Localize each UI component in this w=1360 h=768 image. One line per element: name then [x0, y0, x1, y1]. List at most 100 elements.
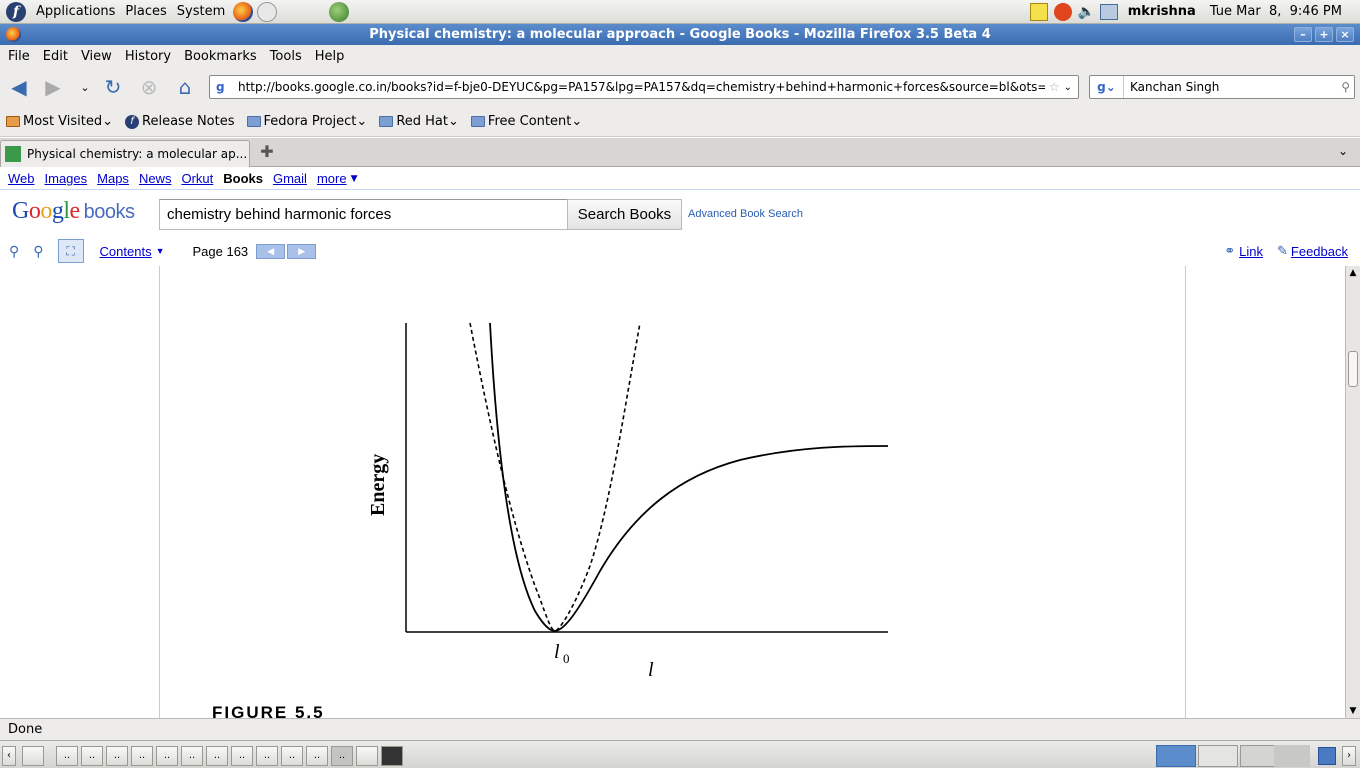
link-icon[interactable]: ⚭: [1224, 243, 1236, 258]
tab-list-icon[interactable]: ⌄: [1338, 144, 1349, 158]
menu-file[interactable]: File: [8, 48, 30, 64]
clock[interactable]: Tue Mar 8, 9:46 PM: [1209, 4, 1342, 19]
bookmark-release-notes[interactable]: f Release Notes: [125, 114, 235, 129]
fullscreen-icon[interactable]: ⛶: [57, 239, 84, 263]
contents-menu[interactable]: Contents: [99, 243, 152, 259]
minimize-button[interactable]: –: [1294, 27, 1312, 42]
url-text[interactable]: http://books.google.co.in/books?id=f-bje…: [238, 80, 1045, 94]
workspace-1[interactable]: [1156, 745, 1196, 767]
url-bar[interactable]: g http://books.google.co.in/books?id=f-b…: [209, 75, 1079, 99]
gbar-web[interactable]: Web: [8, 171, 35, 186]
clock-launcher-icon[interactable]: [257, 1, 278, 22]
gbar-books-current: Books: [223, 171, 263, 186]
workspace-2[interactable]: [1198, 745, 1238, 767]
gbar-more[interactable]: more: [316, 171, 347, 186]
l0-label: l: [554, 641, 560, 663]
maximize-button[interactable]: +: [1315, 27, 1333, 42]
bookmark-free-content[interactable]: Free Content ⌄: [470, 114, 582, 129]
menu-tools[interactable]: Tools: [269, 48, 302, 64]
scroll-up-icon[interactable]: ▲: [1349, 268, 1357, 278]
url-dropdown-icon[interactable]: ⌄: [1063, 81, 1072, 93]
firefox-launcher-icon[interactable]: [233, 1, 254, 22]
gbar-gmail[interactable]: Gmail: [272, 171, 307, 186]
taskbar-item[interactable]: ..: [56, 746, 78, 766]
bookmark-most-visited[interactable]: Most Visited ⌄: [6, 114, 113, 129]
prev-page-button[interactable]: ◀: [256, 243, 286, 259]
book-page: Energy l 0 l FIGURE 5.5: [159, 266, 1186, 718]
forward-arrow-icon[interactable]: ▶: [45, 75, 61, 99]
user-name[interactable]: mkrishna: [1127, 4, 1196, 19]
search-books-button[interactable]: Search Books: [567, 199, 682, 230]
gbar-news[interactable]: News: [138, 171, 172, 186]
google-books-logo[interactable]: Google books: [12, 198, 135, 225]
show-desktop-icon[interactable]: [22, 746, 44, 766]
fedora-icon: f: [125, 114, 140, 129]
system-menu[interactable]: System: [176, 4, 226, 19]
update-notifier-icon[interactable]: [1053, 2, 1072, 21]
menu-view[interactable]: View: [80, 48, 112, 64]
gbar-maps[interactable]: Maps: [97, 171, 129, 186]
taskbar-item[interactable]: ..: [231, 746, 253, 766]
applications-menu[interactable]: Applications: [36, 4, 116, 19]
bookmark-fedora-project[interactable]: Fedora Project ⌄: [246, 114, 367, 129]
scrollbar-thumb[interactable]: [1348, 351, 1358, 387]
energy-figure: Energy l 0 l FIGURE 5.5: [212, 322, 889, 718]
scroll-down-icon[interactable]: ▼: [1349, 706, 1357, 716]
menu-bookmarks[interactable]: Bookmarks: [184, 48, 257, 64]
fedora-logo-icon[interactable]: f: [6, 1, 26, 22]
volume-icon[interactable]: 🔈: [1077, 3, 1096, 20]
reload-icon[interactable]: ↻: [104, 75, 122, 99]
advanced-book-search-link[interactable]: Advanced Book Search: [688, 208, 803, 220]
gbar-images[interactable]: Images: [44, 171, 88, 186]
taskbar-item[interactable]: ..: [181, 746, 203, 766]
back-arrow-icon[interactable]: ◀: [11, 75, 27, 99]
web-search-input[interactable]: Kanchan Singh: [1130, 80, 1220, 94]
taskbar-item[interactable]: ..: [206, 746, 228, 766]
search-icon[interactable]: ⚲: [1341, 80, 1350, 94]
taskbar-scroll-left-icon[interactable]: ‹: [2, 746, 16, 766]
taskbar-item[interactable]: ..: [106, 746, 128, 766]
more-dropdown-icon[interactable]: ▼: [350, 173, 358, 184]
taskbar-item[interactable]: ..: [306, 746, 328, 766]
history-dropdown-icon[interactable]: ⌄: [80, 80, 90, 94]
taskbar-item[interactable]: ..: [281, 746, 303, 766]
folder-icon: [470, 116, 485, 127]
notes-icon[interactable]: [1029, 2, 1048, 21]
close-button[interactable]: ×: [1336, 27, 1354, 42]
network-icon[interactable]: [1099, 3, 1118, 20]
stop-icon[interactable]: ⊗: [140, 75, 158, 99]
zoom-out-icon[interactable]: ⚲: [9, 242, 20, 259]
search-engine-icon[interactable]: g⌄: [1090, 76, 1124, 98]
menu-history[interactable]: History: [124, 48, 172, 64]
web-search-box[interactable]: g⌄ Kanchan Singh ⚲: [1089, 75, 1355, 99]
bookmark-red-hat[interactable]: Red Hat ⌄: [379, 114, 459, 129]
new-tab-button[interactable]: ✚: [260, 142, 274, 161]
feedback-link[interactable]: Feedback: [1290, 243, 1348, 259]
trash-icon[interactable]: [1318, 747, 1336, 765]
taskbar-item[interactable]: [356, 746, 378, 766]
contents-dropdown-icon[interactable]: ▼: [155, 246, 165, 256]
gbar-orkut[interactable]: Orkut: [181, 171, 214, 186]
menu-edit[interactable]: Edit: [42, 48, 68, 64]
places-menu[interactable]: Places: [125, 4, 167, 19]
tab-physical-chemistry[interactable]: Physical chemistry: a molecular ap...: [0, 140, 250, 167]
next-page-button[interactable]: ▶: [287, 243, 317, 259]
zoom-in-icon[interactable]: ⚲: [33, 242, 44, 259]
taskbar-item[interactable]: ..: [256, 746, 278, 766]
book-search-input[interactable]: chemistry behind harmonic forces: [159, 199, 568, 230]
link-link[interactable]: Link: [1239, 243, 1263, 259]
bookmark-star-icon[interactable]: ☆: [1048, 80, 1060, 94]
taskbar-item[interactable]: ..: [81, 746, 103, 766]
taskbar-scroll-right-icon[interactable]: ›: [1342, 746, 1356, 766]
workspace-4[interactable]: [1274, 745, 1310, 767]
vertical-scrollbar[interactable]: ▲ ▼: [1345, 266, 1360, 718]
feedback-icon[interactable]: ✎: [1277, 243, 1288, 258]
home-icon[interactable]: ⌂: [178, 75, 192, 99]
firefox-window-icon[interactable]: [6, 27, 21, 42]
menu-help[interactable]: Help: [314, 48, 345, 64]
taskbar-item[interactable]: ..: [156, 746, 178, 766]
globe-launcher-icon[interactable]: [329, 1, 350, 22]
terminal-icon[interactable]: [381, 746, 403, 766]
taskbar-item[interactable]: ..: [131, 746, 153, 766]
taskbar-item-active[interactable]: ..: [331, 746, 353, 766]
